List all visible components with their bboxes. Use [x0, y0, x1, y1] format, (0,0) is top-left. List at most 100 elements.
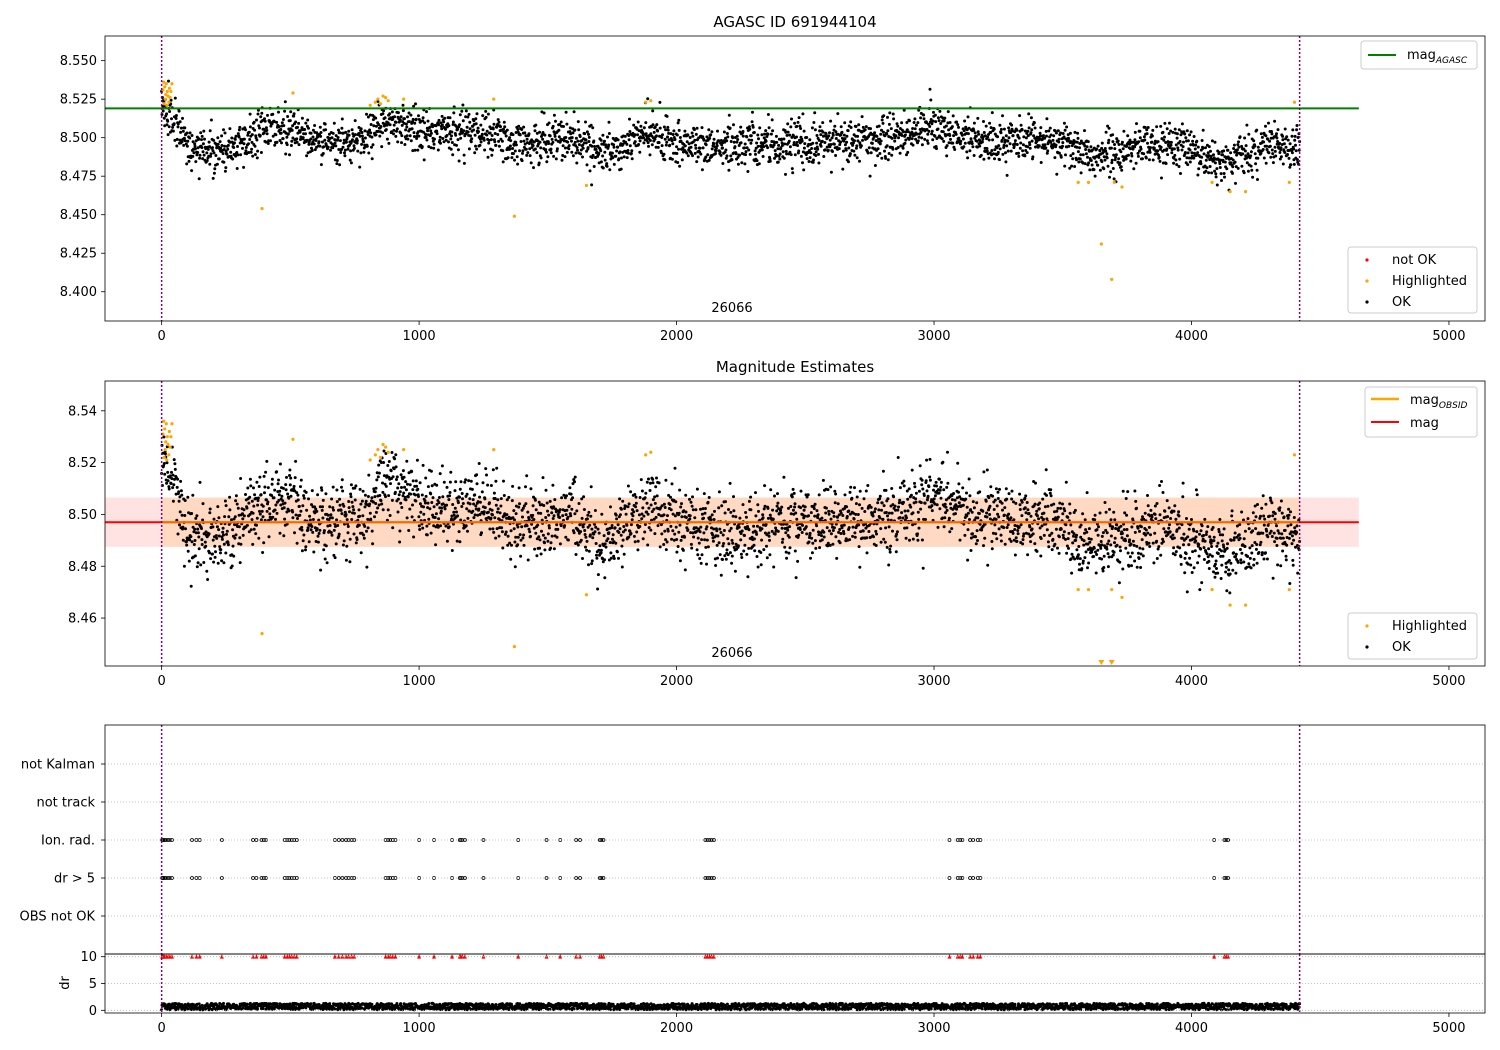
agasc-ok-point [203, 137, 206, 141]
magnitude-ok-point [202, 561, 206, 564]
agasc-ok-point [1087, 161, 1091, 165]
agasc-ok-point [1094, 160, 1098, 164]
agasc-ok-point [1150, 134, 1154, 138]
agasc-ok-point [945, 154, 949, 158]
agasc-ok-point [651, 109, 655, 113]
agasc-ok-point [651, 123, 655, 127]
magnitude-ok-point [451, 503, 455, 506]
agasc-ok-point [976, 116, 980, 120]
magnitude-ok-point [610, 537, 614, 541]
magnitude-ok-point [690, 504, 694, 508]
agasc-ok-point [1089, 159, 1093, 162]
magnitude-ok-point [311, 530, 315, 534]
magnitude-ok-point [230, 518, 233, 522]
magnitude-ok-point [669, 508, 673, 512]
agasc-ok-point [683, 129, 687, 133]
agasc-ok-point [525, 137, 529, 141]
agasc-ok-point [1076, 131, 1080, 135]
agasc-ok-point [780, 137, 784, 141]
agasc-ok-point [1265, 144, 1269, 148]
agasc-ok-point [212, 171, 216, 175]
agasc-highlighted-point [169, 89, 173, 94]
agasc-ok-point [966, 156, 970, 160]
agasc-ok-point [601, 133, 605, 137]
agasc-ok-point [1243, 136, 1247, 140]
agasc-ok-point [1136, 154, 1140, 158]
agasc-ok-point [715, 144, 719, 148]
agasc-ok-point [390, 130, 394, 134]
magnitude-ok-point [587, 510, 591, 514]
magnitude-ok-point [723, 511, 727, 515]
magnitude-ok-point [273, 508, 277, 512]
magnitude-ok-point [415, 458, 419, 462]
agasc-ok-point [738, 153, 742, 157]
agasc-ok-point [223, 131, 227, 135]
magnitude-ok-point [649, 503, 653, 507]
agasc-ok-point [589, 123, 593, 127]
magnitude-ok-point [316, 493, 320, 497]
magnitude-ok-point [799, 506, 803, 510]
magnitude-ok-point [528, 530, 532, 534]
agasc-ok-point [1279, 146, 1283, 150]
agasc-ok-point [1246, 152, 1250, 156]
agasc-ok-point [251, 154, 255, 158]
agasc-ok-point [1021, 149, 1025, 153]
agasc-ok-point [778, 157, 782, 161]
magnitude-ok-point [415, 484, 419, 488]
magnitude-ok-point [746, 575, 750, 579]
agasc-ok-point [1196, 145, 1200, 149]
agasc-ok-point [843, 143, 847, 147]
magnitude-ok-point [342, 504, 346, 508]
magnitude-ok-point [779, 511, 783, 515]
agasc-ok-point [1159, 124, 1163, 128]
agasc-ok-point [1076, 136, 1080, 140]
agasc-ok-point [1121, 147, 1125, 151]
agasc-ok-point [405, 134, 409, 138]
agasc-ok-point [563, 155, 567, 159]
agasc-ok-point [694, 143, 697, 147]
magnitude-ok-point [232, 554, 236, 558]
agasc-ok-point [296, 125, 299, 129]
magnitude-ok-point [580, 497, 584, 501]
agasc-ok-point [553, 134, 557, 138]
agasc-ok-point [671, 142, 675, 146]
agasc-ok-point [1276, 128, 1280, 132]
agasc-ok-point [357, 132, 361, 135]
agasc-ok-point [783, 142, 787, 146]
magnitude-ok-point [804, 525, 808, 529]
agasc-ok-point [623, 134, 627, 138]
agasc-ok-point [586, 146, 590, 150]
agasc-ok-point [756, 144, 760, 148]
agasc-ok-point [439, 121, 443, 125]
agasc-ok-point [695, 126, 699, 130]
magnitude-ok-point [834, 492, 838, 496]
magnitude-ok-point [647, 526, 651, 530]
agasc-ok-point [477, 130, 480, 134]
magnitude-ok-point [882, 537, 886, 541]
agasc-ok-point [1267, 151, 1271, 155]
agasc-ok-point [573, 128, 577, 132]
magnitude-ok-point [234, 499, 238, 503]
magnitude-ok-point [555, 523, 559, 527]
magnitude-ok-point [255, 516, 259, 520]
agasc-ok-point [788, 145, 792, 149]
magnitude-ok-point [353, 498, 357, 502]
agasc-ok-point [619, 167, 623, 171]
agasc-ok-point [819, 133, 823, 137]
agasc-ok-point [1172, 161, 1176, 165]
agasc-ok-point [970, 142, 974, 146]
agasc-ok-point [423, 121, 427, 125]
magnitude-ok-point [399, 473, 403, 477]
agasc-ok-point [722, 130, 726, 134]
agasc-ok-point [1108, 175, 1111, 179]
agasc-ok-point [208, 129, 212, 133]
magnitude-ok-point [510, 499, 514, 503]
agasc-ok-point [447, 140, 450, 144]
agasc-ok-point [289, 110, 293, 114]
agasc-ok-point [518, 149, 521, 153]
agasc-ok-point [616, 145, 620, 149]
agasc-ok-point [737, 144, 741, 147]
agasc-ok-point [212, 138, 216, 142]
agasc-ok-point [1026, 129, 1030, 133]
agasc-ok-point [612, 162, 616, 166]
